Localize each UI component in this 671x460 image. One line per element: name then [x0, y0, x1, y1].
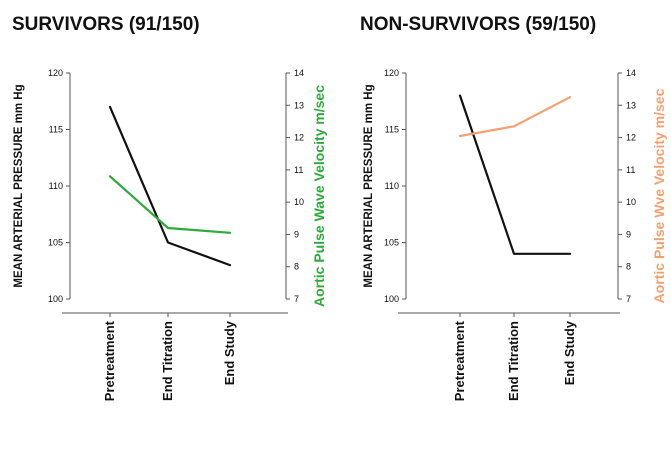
- chart1-left-tick-label-2: 110: [49, 181, 63, 191]
- chart2-series-map-line: [458, 94, 572, 255]
- chart2-x-tick-label-2: End Study: [562, 320, 577, 385]
- chart2-x-tick-label-0: Pretreatment: [452, 320, 467, 401]
- chart2-left-tick-label-3: 115: [385, 125, 399, 135]
- chart1-right-tick-label-5: 12: [294, 133, 304, 143]
- chart1-left-tick-label-0: 100: [48, 294, 63, 304]
- chart2-left-tick-label-0: 100: [384, 294, 399, 304]
- chart1-left-tick-label-3: 115: [49, 125, 63, 135]
- chart2-x-tick-label-1: End Titration: [506, 321, 521, 401]
- chart2-right-tick-label-0: 7: [626, 294, 631, 304]
- chart1-series-pwv-line: [108, 175, 232, 234]
- chart1-x-tick-label-1: End Titration: [160, 321, 175, 401]
- chart2-right-tick-label-2: 9: [626, 229, 631, 239]
- chart1-y2-axis-title: Aortic Pulse Wave Velocity m/sec: [311, 85, 327, 307]
- chart1-right-tick-label-6: 13: [294, 100, 304, 110]
- chart1-right-tick-label-1: 8: [294, 262, 299, 272]
- chart1-right-tick-label-2: 9: [294, 229, 299, 239]
- chart2-right-tick-label-6: 13: [626, 100, 636, 110]
- chart2-y2-axis-title: Aortic Pulse Wve Velocity m/sec: [651, 88, 667, 303]
- chart2-right-tick-label-3: 10: [626, 197, 636, 207]
- chart2-right-tick-label-4: 11: [626, 165, 635, 175]
- chart1-right-tick-label-7: 14: [294, 68, 304, 78]
- chart2-left-tick-label-2: 110: [385, 181, 399, 191]
- chart2-series-pwv-line: [458, 96, 572, 138]
- chart1-right-tick-label-0: 7: [294, 294, 299, 304]
- chart1-title: SURVIVORS (91/150): [12, 14, 200, 35]
- chart1-left-tick-label-1: 105: [48, 238, 63, 248]
- chart1-y-axis-title: MEAN ARTERIAL PRESSURE mm Hg: [13, 84, 25, 287]
- chart2-right-tick-label-5: 12: [626, 133, 636, 143]
- chart1-right-tick-label-4: 11: [294, 165, 303, 175]
- chart1-x-tick-label-2: End Study: [222, 320, 237, 385]
- chart2-right-tick-label-1: 8: [626, 262, 631, 272]
- chart1-right-tick-label-3: 10: [294, 197, 304, 207]
- chart2-left-tick-label-1: 105: [384, 238, 399, 248]
- chart2-title: NON-SURVIVORS (59/150): [360, 14, 596, 35]
- chart2-left-tick-label-4: 120: [384, 68, 399, 78]
- chart2-right-tick-label-7: 14: [626, 68, 636, 78]
- chart1-left-tick-label-4: 120: [48, 68, 63, 78]
- chart1-x-tick-label-0: Pretreatment: [102, 320, 117, 401]
- chart1-series-map-line: [108, 105, 232, 267]
- chart2-y-axis-title: MEAN ARTERIAL PRESSURE mm Hg: [363, 84, 375, 287]
